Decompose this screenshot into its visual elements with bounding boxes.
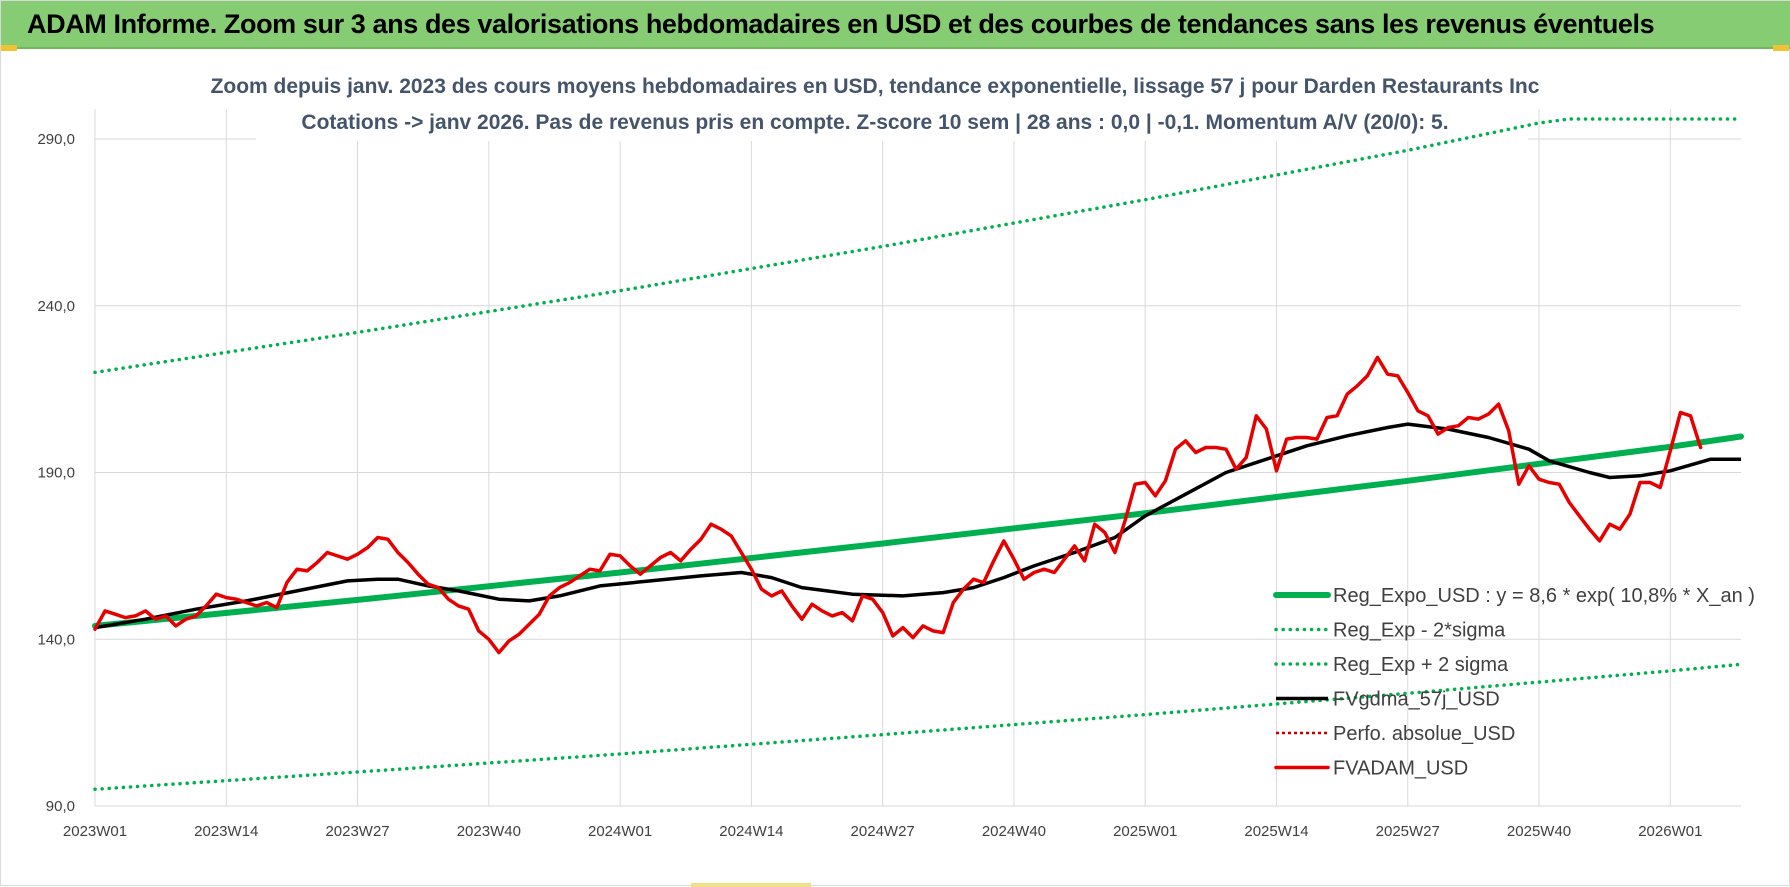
banner-corner-left [1, 45, 17, 51]
x-tick-label: 2025W14 [1244, 823, 1308, 840]
legend-label-3: FVgdma_57j_USD [1333, 689, 1500, 711]
legend-label-4: Perfo. absolue_USD [1333, 723, 1515, 745]
legend-label-0: Reg_Expo_USD : y = 8,6 * exp( 10,8% * X_… [1333, 585, 1755, 607]
legend-label-1: Reg_Exp - 2*sigma [1333, 620, 1506, 642]
report-title: ADAM Informe. Zoom sur 3 ans des valoris… [27, 9, 1655, 39]
series-line-5 [93, 355, 1703, 655]
legend-label-5: FVADAM_USD [1333, 758, 1468, 780]
x-axis-ticks: 2023W01 2023W14 2023W27 2023W40 2024W01 2024W… [63, 823, 1703, 840]
subtitle-background [256, 71, 1528, 141]
y-tick-label: 290,0 [37, 131, 75, 148]
legend: Reg_Expo_USD : y = 8,6 * exp( 10,8% * X_… [1273, 585, 1755, 780]
chart-subtitle-line-2: Cotations -> janv 2026. Pas de revenus p… [301, 111, 1448, 134]
x-tick-label: 2025W40 [1507, 823, 1571, 840]
y-tick-label: 240,0 [37, 298, 75, 315]
legend-label-2: Reg_Exp + 2 sigma [1333, 654, 1509, 676]
x-tick-label: 2023W40 [457, 823, 521, 840]
x-tick-label: 2023W27 [325, 823, 389, 840]
y-tick-label: 90,0 [46, 798, 75, 815]
series-line-0 [92, 433, 1744, 629]
series-layer [92, 117, 1744, 792]
series-line-1 [93, 662, 1743, 792]
report-banner: ADAM Informe. Zoom sur 3 ans des valoris… [1, 1, 1790, 49]
x-tick-label: 2024W01 [588, 823, 652, 840]
bottom-accent [691, 883, 811, 887]
chart-subtitle-line-1: Zoom depuis janv. 2023 des cours moyens … [211, 75, 1540, 98]
series-line-2 [93, 117, 1743, 375]
y-axis-ticks: 90,0 140,0 190,0 240,0 290,0 [37, 131, 75, 815]
y-tick-label: 190,0 [37, 465, 75, 482]
x-tick-label: 2025W27 [1376, 823, 1440, 840]
x-tick-label: 2023W01 [63, 823, 127, 840]
x-tick-label: 2024W40 [982, 823, 1046, 840]
x-tick-label: 2025W01 [1113, 823, 1177, 840]
x-tick-label: 2023W14 [194, 823, 258, 840]
x-gridlines [94, 109, 1671, 806]
x-tick-label: 2026W01 [1638, 823, 1702, 840]
series-line-3 [94, 422, 1741, 630]
y-tick-label: 140,0 [37, 631, 75, 648]
banner-corner-right [1773, 45, 1789, 51]
x-tick-label: 2024W14 [719, 823, 783, 840]
x-tick-label: 2024W27 [851, 823, 915, 840]
